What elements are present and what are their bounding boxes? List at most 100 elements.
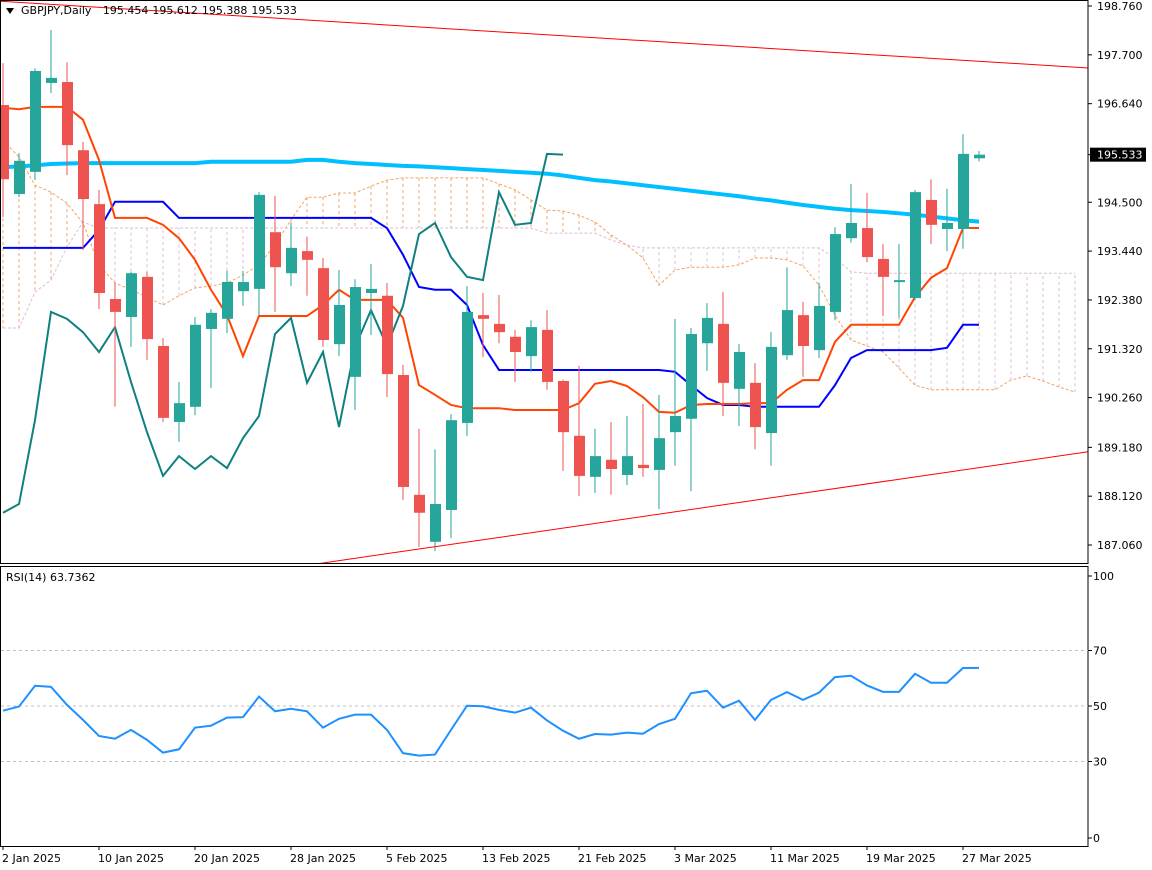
candle-body [526,327,537,357]
rsi-axis-label: 50 [1093,700,1107,713]
candle-body [830,234,841,312]
candle [286,222,297,287]
candles [1,29,985,552]
candle [910,189,921,300]
candle [366,263,377,335]
candle [206,309,217,388]
candle-body [542,329,553,382]
candle [670,318,681,466]
candle [462,286,473,436]
candle-body [126,273,137,317]
candle [686,328,697,492]
ohlc-high: 195.612 [152,4,198,17]
candle-body [654,438,665,470]
rsi-header: RSI(14) 63.7362 [6,571,95,584]
candle-body [494,323,505,333]
candle [270,195,281,312]
date-axis-label: 11 Mar 2025 [770,852,840,865]
trendlines[interactable] [0,1,1088,610]
candle [14,152,25,198]
candle [222,270,233,334]
price-axis-label: 197.700 [1097,49,1143,62]
candle-body [894,280,905,283]
indicator-lines [2,105,980,514]
candle-body [814,305,825,351]
candle-body [782,310,793,356]
candle-body [334,304,345,345]
price-axis-label: 188.120 [1097,490,1143,503]
candle-body [206,312,217,329]
candle [862,193,873,263]
candle-body [398,375,409,487]
candle [398,364,409,500]
candle-body [302,251,313,260]
candle [878,244,889,317]
ichimoku-cloud [2,139,1076,393]
candle [510,329,521,382]
candle-body [606,459,617,470]
candle-body [974,154,985,159]
candle [174,381,185,442]
candle [46,29,57,94]
ohlc-close: 195.533 [251,4,297,17]
candle-body [670,416,681,433]
rsi-axis-label: 100 [1093,570,1114,583]
candle-body [366,288,377,294]
candle [542,310,553,390]
rsi-axis-label: 30 [1093,756,1107,769]
candle-body [750,382,761,428]
candle [782,267,793,360]
date-axis-label: 27 Mar 2025 [962,852,1032,865]
candle [334,269,345,357]
ohlc-low: 195.388 [201,4,248,17]
candle-body [222,281,233,319]
candle-body [558,381,569,433]
rsi-axis-label: 70 [1093,645,1107,658]
kijun-sen-line [3,200,979,408]
price-axis-label: 189.180 [1097,441,1143,454]
candle [30,68,41,181]
date-axis-label: 19 Mar 2025 [866,852,936,865]
symbol-timeframe: GBPJPY,Daily [21,4,92,17]
date-axis-label: 20 Jan 2025 [194,852,260,865]
candle-body [1,105,9,180]
candle [478,293,489,358]
candle-body [766,346,777,434]
candle [494,294,505,344]
candle-body [686,334,697,419]
candle [718,292,729,417]
candle-body [958,153,969,229]
candle [894,244,905,318]
date-axis-label: 2 Jan 2025 [2,852,61,865]
candle-body [718,323,729,383]
candle-body [862,228,873,258]
date-axis-label: 10 Jan 2025 [98,852,164,865]
candle [78,141,89,251]
price-axis-label: 192.380 [1097,294,1143,307]
candle-body [926,199,937,225]
candle-body [62,82,73,146]
candle [318,258,329,347]
candle [734,344,745,427]
dropdown-triangle-icon[interactable] [6,7,14,14]
candle-body [158,345,169,418]
candle [702,303,713,371]
price-axis-label: 193.440 [1097,245,1143,258]
candle-body [238,281,249,292]
price-axis-label: 194.500 [1097,196,1143,209]
candle-body [798,315,809,346]
senkou-span-b-line [3,221,1075,329]
candle [62,62,73,176]
candle [638,404,649,477]
candle [942,188,953,252]
date-axis-label: 5 Feb 2025 [386,852,447,865]
price-axis-label: 198.760 [1097,0,1143,13]
rsi-panel: 100 70 50 30 0 [1,570,1114,845]
candle [142,271,153,360]
candle-body [110,299,121,312]
candle [526,320,537,372]
candle [446,414,457,539]
candle-body [446,420,457,511]
